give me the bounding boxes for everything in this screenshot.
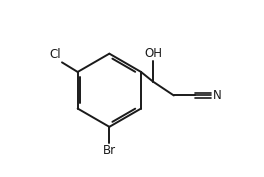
Text: OH: OH — [144, 47, 162, 60]
Text: N: N — [213, 89, 221, 102]
Text: Br: Br — [103, 144, 116, 157]
Text: Cl: Cl — [49, 48, 61, 61]
